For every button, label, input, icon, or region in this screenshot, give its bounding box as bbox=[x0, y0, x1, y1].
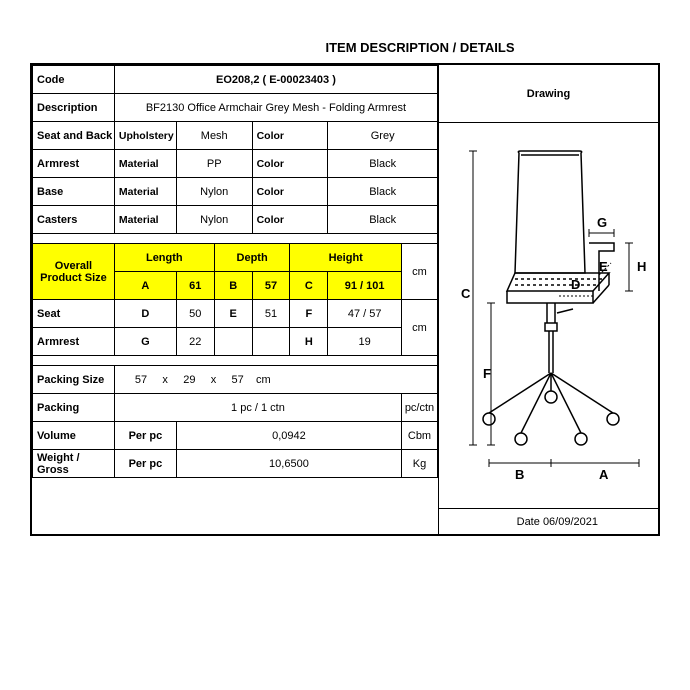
chair-drawing: C F G H E D B A bbox=[439, 123, 658, 508]
arm-mat-label: Material bbox=[114, 150, 176, 178]
dim-C: 91 / 101 bbox=[328, 272, 402, 300]
length-label: Length bbox=[114, 244, 214, 272]
date-value: 06/09/2021 bbox=[543, 516, 598, 528]
caster-color-label: Color bbox=[252, 206, 328, 234]
dim-D-label: D bbox=[114, 300, 176, 328]
dim-B-label: B bbox=[214, 272, 252, 300]
overall-label: Overall Product Size bbox=[33, 244, 115, 300]
packing-label: Packing bbox=[33, 394, 115, 422]
seatback-upholstery: Mesh bbox=[176, 122, 252, 150]
drawing-header: Drawing bbox=[439, 65, 658, 123]
dim-C-label: C bbox=[290, 272, 328, 300]
base-color-label: Color bbox=[252, 178, 328, 206]
arm-color-label: Color bbox=[252, 150, 328, 178]
weight-label: Weight / Gross bbox=[33, 450, 115, 478]
armrest-color: Black bbox=[328, 150, 438, 178]
dim-E-label: E bbox=[214, 300, 252, 328]
casters-color: Black bbox=[328, 206, 438, 234]
armrest-label: Armrest bbox=[33, 150, 115, 178]
height-label: Height bbox=[290, 244, 402, 272]
spec-table: Code EO208,2 ( E-00023403 ) Description … bbox=[32, 65, 438, 478]
armrest2-label: Armrest bbox=[33, 328, 115, 356]
casters-label: Casters bbox=[33, 206, 115, 234]
caster-mat-label: Material bbox=[114, 206, 176, 234]
weight-value: 10,6500 bbox=[176, 450, 401, 478]
svg-text:E: E bbox=[599, 259, 608, 274]
date-row: Date 06/09/2021 bbox=[439, 508, 658, 534]
base-material: Nylon bbox=[176, 178, 252, 206]
svg-text:G: G bbox=[597, 215, 607, 230]
seat-label: Seat bbox=[33, 300, 115, 328]
packsize-label: Packing Size bbox=[33, 366, 115, 394]
dim-G: 22 bbox=[176, 328, 214, 356]
upholstery-label: Upholstery bbox=[114, 122, 176, 150]
desc-value: BF2130 Office Armchair Grey Mesh - Foldi… bbox=[114, 94, 437, 122]
svg-text:D: D bbox=[571, 277, 580, 292]
seatback-label: Seat and Back bbox=[33, 122, 115, 150]
volume-value: 0,0942 bbox=[176, 422, 401, 450]
armrest-material: PP bbox=[176, 150, 252, 178]
code-label: Code bbox=[33, 66, 115, 94]
depth-label: Depth bbox=[214, 244, 290, 272]
svg-text:F: F bbox=[483, 366, 491, 381]
unit-cm: cm bbox=[401, 244, 437, 300]
page-title: ITEM DESCRIPTION / DETAILS bbox=[170, 40, 670, 55]
dim-H-label: H bbox=[290, 328, 328, 356]
base-mat-label: Material bbox=[114, 178, 176, 206]
unit-pcctn: pc/ctn bbox=[401, 394, 437, 422]
spec-sheet: Code EO208,2 ( E-00023403 ) Description … bbox=[30, 63, 660, 536]
svg-text:B: B bbox=[515, 467, 524, 482]
unit-cm2: cm bbox=[401, 300, 437, 356]
seatback-color: Grey bbox=[328, 122, 438, 150]
packsize-value: 57 x 29 x 57 cm bbox=[114, 366, 437, 394]
sb-color-label: Color bbox=[252, 122, 328, 150]
dim-G-label: G bbox=[114, 328, 176, 356]
svg-text:A: A bbox=[599, 467, 609, 482]
base-label: Base bbox=[33, 178, 115, 206]
volume-label: Volume bbox=[33, 422, 115, 450]
dim-E: 51 bbox=[252, 300, 290, 328]
unit-cbm: Cbm bbox=[401, 422, 437, 450]
svg-text:C: C bbox=[461, 286, 471, 301]
svg-text:H: H bbox=[637, 259, 646, 274]
unit-kg: Kg bbox=[401, 450, 437, 478]
dim-H: 19 bbox=[328, 328, 402, 356]
code-value: EO208,2 ( E-00023403 ) bbox=[114, 66, 437, 94]
dim-D: 50 bbox=[176, 300, 214, 328]
base-color: Black bbox=[328, 178, 438, 206]
packing-value: 1 pc / 1 ctn bbox=[114, 394, 401, 422]
dim-F: 47 / 57 bbox=[328, 300, 402, 328]
perpc-label1: Per pc bbox=[114, 422, 176, 450]
dim-A-label: A bbox=[114, 272, 176, 300]
casters-material: Nylon bbox=[176, 206, 252, 234]
dim-F-label: F bbox=[290, 300, 328, 328]
perpc-label2: Per pc bbox=[114, 450, 176, 478]
dim-A: 61 bbox=[176, 272, 214, 300]
desc-label: Description bbox=[33, 94, 115, 122]
dim-B: 57 bbox=[252, 272, 290, 300]
